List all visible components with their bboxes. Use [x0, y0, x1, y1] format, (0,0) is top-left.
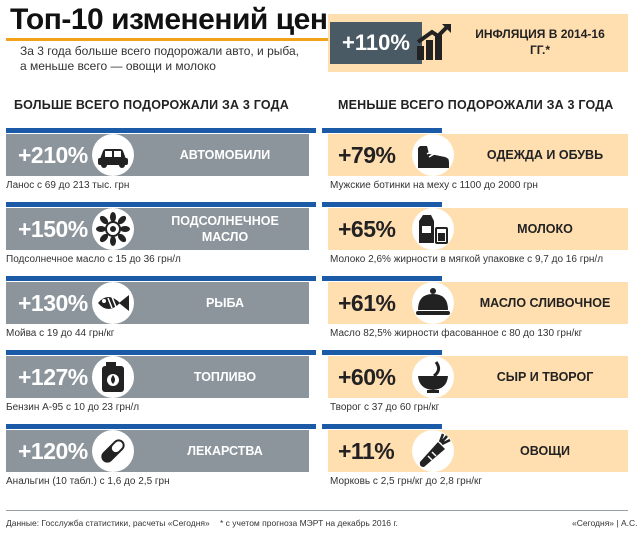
right-bar-category: МОЛОКО [517, 222, 573, 236]
right-bar-category: ОДЕЖДА И ОБУВЬ [486, 148, 604, 162]
left-row-accent [6, 128, 316, 133]
footer-note: * с учетом прогноза МЭРТ на декабрь 2016… [220, 518, 398, 528]
right-row-accent [322, 350, 442, 355]
right-bar-value: +60% [338, 364, 396, 390]
left-bar-3 [6, 282, 309, 324]
right-bar-note: Творог с 37 до 60 грн/кг [330, 402, 440, 413]
right-bar-3 [328, 282, 628, 324]
left-bar-category: РЫБА [205, 296, 245, 310]
footer-source: Данные: Госслужба статистики, расчеты «С… [6, 518, 210, 528]
right-bar-1 [328, 134, 628, 176]
right-row-accent [322, 424, 442, 429]
left-bar-value: +120% [18, 438, 88, 464]
carrot-icon [412, 430, 454, 472]
left-bar-category: АВТОМОБИЛИ [179, 148, 271, 162]
left-bar-2 [6, 208, 309, 250]
right-bar-2 [328, 208, 628, 250]
chart-arrow-icon [414, 22, 454, 64]
bowl-icon [412, 356, 454, 398]
milk-icon [412, 208, 454, 250]
right-bar-5 [328, 430, 628, 472]
right-bar-note: Молоко 2,6% жирности в мягкой упаковке с… [330, 254, 604, 265]
right-row-accent [322, 128, 442, 133]
pill-icon [92, 430, 134, 472]
left-column-heading: БОЛЬШЕ ВСЕГО ПОДОРОЖАЛИ ЗА 3 ГОДА [14, 98, 289, 112]
left-bar-4 [6, 356, 309, 398]
right-bar-value: +11% [338, 438, 395, 464]
subtitle: За 3 года больше всего подорожали авто, … [20, 44, 299, 73]
left-bar-value: +150% [18, 216, 88, 242]
left-bar-value: +127% [18, 364, 88, 390]
right-column-heading: МЕНЬШЕ ВСЕГО ПОДОРОЖАЛИ ЗА 3 ГОДА [338, 98, 614, 112]
left-bar-category: ПОДСОЛНЕЧНОЕ МАСЛО [171, 214, 279, 244]
right-bar-note: Морковь с 2,5 грн/кг до 2,8 грн/кг [330, 476, 483, 487]
right-bar-4 [328, 356, 628, 398]
fish-icon [92, 282, 134, 324]
left-bar-note: Анальгин (10 табл.) с 1,6 до 2,5 грн [6, 476, 170, 487]
left-bar-note: Ланос с 69 до 213 тыс. грн [6, 180, 130, 191]
left-row-accent [6, 424, 316, 429]
footer-credit: «Сегодня» | А.С. [572, 518, 638, 528]
left-row-accent [6, 276, 316, 281]
left-bar-note: Мойва с 19 до 44 грн/кг [6, 328, 115, 339]
right-bar-value: +61% [338, 290, 396, 316]
footer-divider [6, 510, 628, 511]
right-bar-category: ОВОЩИ [520, 444, 570, 458]
left-bar-note: Подсолнечное масло с 15 до 36 грн/л [6, 254, 181, 265]
left-bar-value: +210% [18, 142, 88, 168]
inflation-value: +110% [330, 22, 422, 64]
left-bar-5 [6, 430, 309, 472]
right-bar-value: +79% [338, 142, 396, 168]
left-row-accent [6, 202, 316, 207]
left-bar-category: ЛЕКАРСТВА [187, 444, 263, 458]
butter-dish-icon [412, 282, 454, 324]
left-bar-value: +130% [18, 290, 88, 316]
right-bar-category: СЫР И ТВОРОГ [496, 370, 594, 384]
right-bar-note: Масло 82,5% жирности фасованное с 80 до … [330, 328, 583, 339]
right-row-accent [322, 202, 442, 207]
right-bar-value: +65% [338, 216, 396, 242]
shoe-icon [412, 134, 454, 176]
right-bar-category: МАСЛО СЛИВОЧНОЕ [479, 296, 611, 310]
right-bar-note: Мужские ботинки на меху с 1100 до 2000 г… [330, 180, 538, 191]
right-row-accent [322, 276, 442, 281]
inflation-label: ИНФЛЯЦИЯ В 2014-16 ГГ.* [475, 27, 605, 57]
left-bar-category: ТОПЛИВО [193, 370, 257, 384]
sunflower-icon [92, 208, 134, 250]
fuel-can-icon [92, 356, 134, 398]
car-icon [92, 134, 134, 176]
page-title: Топ-10 изменений цен [6, 2, 336, 41]
left-row-accent [6, 350, 316, 355]
left-bar-1 [6, 134, 309, 176]
left-bar-note: Бензин А-95 с 10 до 23 грн/л [6, 402, 140, 413]
